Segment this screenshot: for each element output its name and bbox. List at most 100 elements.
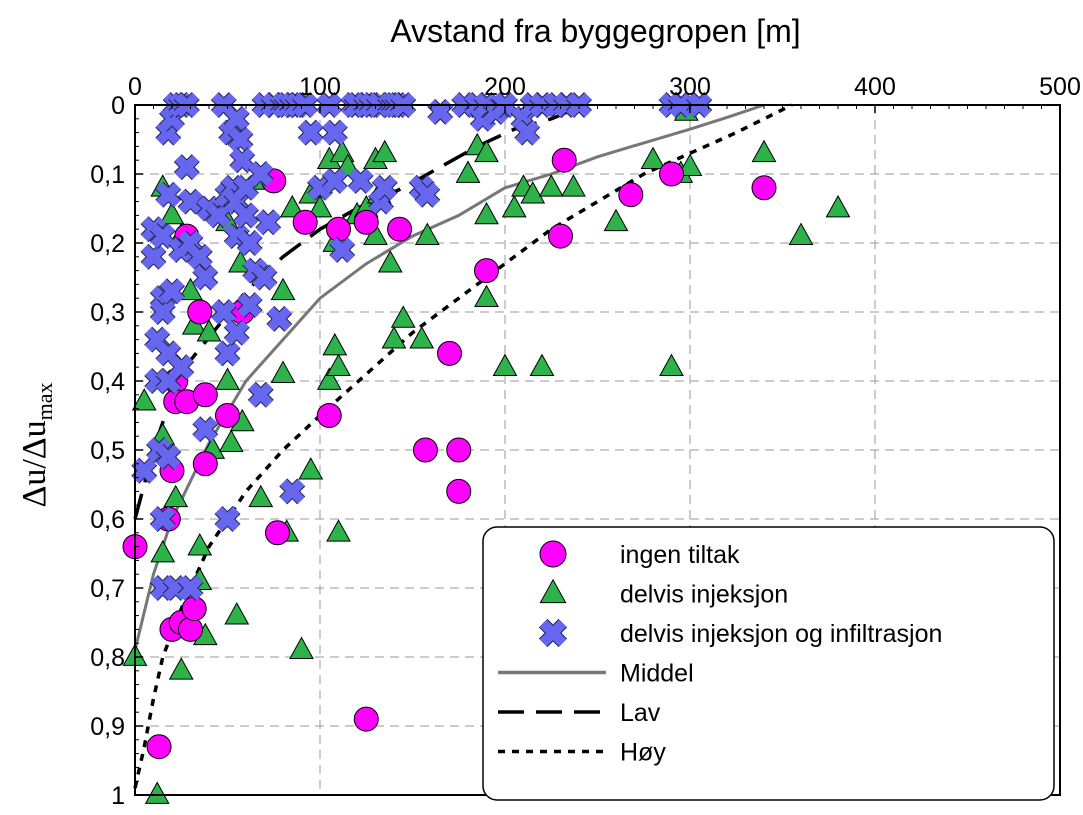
cross-fill <box>168 354 194 380</box>
cross-fill <box>224 320 250 345</box>
data-point <box>266 305 293 332</box>
data-point <box>224 602 250 625</box>
data-point <box>751 175 777 201</box>
data-point <box>144 781 170 804</box>
data-point <box>326 353 351 377</box>
data-point <box>353 706 379 732</box>
data-point <box>298 457 324 480</box>
cross-fill <box>187 244 213 270</box>
data-point <box>474 284 499 308</box>
cross-fill <box>215 341 240 366</box>
cross-fill <box>159 279 185 304</box>
data-point <box>168 354 195 381</box>
cross-fill <box>205 203 231 228</box>
data-point <box>329 236 356 263</box>
data-point <box>192 382 218 408</box>
data-point <box>520 181 546 204</box>
data-point <box>377 250 403 273</box>
x-tick-label: 200 <box>484 73 526 101</box>
y-tick-label: 1 <box>111 782 125 810</box>
cross-fill <box>228 127 253 152</box>
data-point <box>192 416 219 443</box>
y-tick-label: 0,2 <box>90 230 125 258</box>
data-point <box>446 437 472 463</box>
data-point <box>372 139 398 163</box>
x-tick-label: 500 <box>1039 73 1081 101</box>
cross-fill <box>178 189 203 214</box>
data-point <box>455 160 481 183</box>
y-tick-label: 0 <box>111 92 125 120</box>
data-point <box>414 222 440 245</box>
cross-fill <box>178 230 203 256</box>
data-point <box>514 119 541 146</box>
data-point <box>163 484 189 508</box>
legend-swatch-marker <box>538 618 568 648</box>
cross-fill <box>150 299 176 325</box>
data-point <box>371 174 398 201</box>
data-point <box>751 139 777 163</box>
data-point <box>214 506 241 532</box>
series-points <box>122 92 851 804</box>
data-point <box>178 277 203 301</box>
cross-fill <box>150 223 176 249</box>
data-point <box>218 429 244 452</box>
data-point <box>279 194 305 218</box>
y-axis-title-main: Δu/Δu <box>16 420 53 507</box>
data-point <box>387 216 413 242</box>
data-point <box>618 182 644 208</box>
cross-fill <box>193 417 218 442</box>
data-point <box>279 478 306 505</box>
cross-fill <box>279 479 305 504</box>
series-line-lav <box>133 103 586 520</box>
data-point <box>149 299 176 325</box>
cross-fill <box>255 210 281 235</box>
x-tick-label: 400 <box>854 73 896 101</box>
x-tick-label: 300 <box>669 73 711 101</box>
data-point <box>603 208 629 232</box>
data-point <box>155 181 182 208</box>
data-point <box>251 264 278 291</box>
data-point <box>437 340 462 366</box>
data-point <box>186 243 213 270</box>
data-point <box>270 277 296 301</box>
data-point <box>551 147 577 173</box>
y-axis-title-subscript: max <box>32 382 57 420</box>
data-point <box>390 305 416 328</box>
data-point <box>192 451 218 477</box>
cross-fill <box>248 382 274 408</box>
cross-fill <box>215 506 240 532</box>
cross-fill <box>514 120 540 145</box>
data-point <box>529 353 555 377</box>
data-point <box>316 367 342 390</box>
cross-fill <box>322 168 348 194</box>
data-point <box>307 194 333 218</box>
cross-fill <box>224 106 250 132</box>
data-point <box>289 636 314 659</box>
data-point <box>131 457 158 484</box>
legend-label: ingen tiltak <box>620 541 740 569</box>
data-point <box>326 519 351 542</box>
legend-label: delvis injeksjon og infiltrasjon <box>620 620 942 648</box>
y-tick-label: 0,7 <box>90 575 125 603</box>
cross-fill <box>156 182 181 207</box>
series-line-h-y <box>133 103 793 789</box>
data-point <box>140 243 167 270</box>
cross-fill <box>248 161 274 187</box>
data-point <box>659 353 684 377</box>
data-point <box>492 353 518 377</box>
data-point <box>223 319 250 346</box>
data-point <box>474 201 499 225</box>
legend-label: Lav <box>620 699 661 727</box>
data-point <box>177 575 204 601</box>
data-point <box>150 539 176 563</box>
cross-fill <box>322 120 348 145</box>
cross-fill <box>178 575 203 601</box>
data-point <box>187 299 213 325</box>
cross-fill <box>372 175 398 201</box>
data-point <box>214 340 241 367</box>
cross-fill <box>539 619 567 647</box>
data-point <box>414 181 441 208</box>
data-point <box>210 299 237 325</box>
cross-fill <box>252 265 277 290</box>
